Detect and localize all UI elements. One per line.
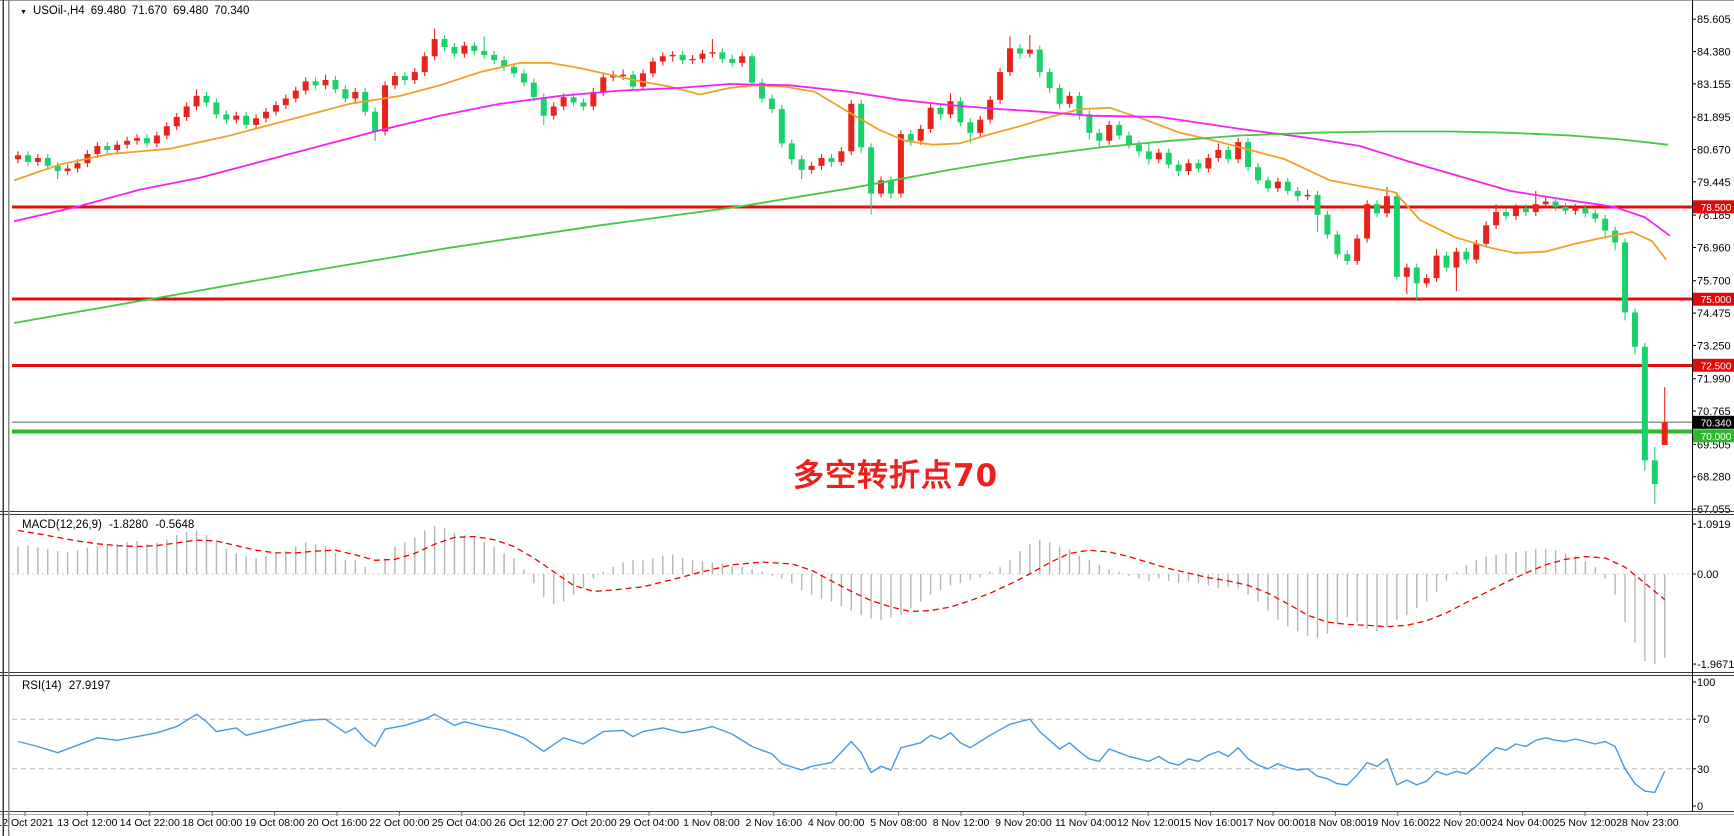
- price-tick-label: 81.895: [1697, 112, 1731, 124]
- macd-panel: 1.0919 0.00 -1.9671: [12, 519, 1734, 671]
- price-tick-label: 83.155: [1697, 79, 1731, 91]
- price-level-lines: [12, 205, 1692, 434]
- macd-main-value: -1.8280: [109, 519, 149, 531]
- price-axis: 85.60584.38083.15581.89580.67079.44578.1…: [1692, 14, 1731, 516]
- macd-name: MACD(12,26,9): [22, 519, 102, 531]
- price-tick-label: 67.055: [1697, 504, 1731, 516]
- time-axis-label: 22 Nov 20:00: [1429, 817, 1492, 829]
- ohlc-low-value: 69.480: [173, 5, 209, 17]
- ma-slow-green-line: [13, 130, 1669, 324]
- chart-annotation-text[interactable]: 多空转折点70: [793, 458, 999, 494]
- rsi-name: RSI(14): [22, 680, 62, 692]
- price-tick-label: 70.765: [1697, 406, 1731, 418]
- macd-signal-value: -0.5648: [155, 519, 195, 531]
- svg-text:72.500: 72.500: [1701, 361, 1732, 372]
- ohlc-close-value: 70.340: [214, 5, 250, 17]
- price-tick-label: 85.605: [1697, 14, 1731, 26]
- time-axis-label: 15 Nov 16:00: [1179, 817, 1242, 829]
- time-axis[interactable]: 12 Oct 2021 13 Oct 12:00 14 Oct 22:00 18 Oc…: [0, 812, 1679, 829]
- price-tick-label: 84.380: [1697, 46, 1731, 58]
- price-tick-label: 68.280: [1697, 472, 1731, 484]
- macd-tick-label: 0.00: [1697, 569, 1718, 581]
- time-axis-label: 18 Nov 08:00: [1304, 817, 1367, 829]
- price-badge-70.340: [1693, 415, 1734, 429]
- time-axis-label: 24 Nov 04:00: [1491, 817, 1554, 829]
- time-axis-label: 1 Nov 08:00: [683, 817, 740, 829]
- time-axis-label: 2 Nov 16:00: [745, 817, 802, 829]
- svg-text:78.500: 78.500: [1701, 203, 1732, 214]
- time-axis-label: 12 Oct 2021: [0, 817, 54, 829]
- price-tick-label: 75.700: [1697, 276, 1731, 288]
- time-axis-label: 26 Oct 12:00: [494, 817, 554, 829]
- rsi-value: 27.9197: [68, 680, 111, 692]
- macd-indicator-label: MACD(12,26,9) -1.8280 -0.5648: [22, 519, 198, 531]
- ma-mid-magenta-line: [13, 83, 1671, 237]
- time-axis-label: 19 Oct 08:00: [245, 817, 305, 829]
- symbol-info-bar: ▼ USOil-,H4 69.480 71.670 69.480 70.340: [20, 5, 249, 17]
- time-axis-label: 19 Nov 16:00: [1367, 817, 1430, 829]
- price-tick-label: 69.505: [1697, 439, 1731, 451]
- time-axis-label: 11 Nov 04:00: [1055, 817, 1117, 829]
- time-axis-label: 13 Oct 12:00: [57, 817, 117, 829]
- time-axis-label: 29 Oct 04:00: [619, 817, 679, 829]
- rsi-tick-label: 70: [1697, 714, 1709, 726]
- time-axis-label: 20 Oct 16:00: [307, 817, 367, 829]
- ma-fast-orange-line: [13, 62, 1667, 261]
- time-axis-label: 25 Nov 12:00: [1554, 817, 1617, 829]
- rsi-line: [17, 713, 1666, 794]
- chevron-down-icon[interactable]: ▼: [20, 8, 27, 16]
- time-axis-label: 9 Nov 20:00: [995, 817, 1052, 829]
- svg-text:70.340: 70.340: [1701, 418, 1732, 429]
- svg-text:70.000: 70.000: [1701, 432, 1732, 443]
- price-tick-label: 76.960: [1697, 242, 1731, 254]
- time-axis-label: 27 Oct 20:00: [557, 817, 617, 829]
- price-tick-label: 71.990: [1697, 374, 1731, 386]
- price-tick-label: 79.445: [1697, 177, 1731, 189]
- rsi-tick-label: 100: [1697, 677, 1715, 689]
- price-tick-label: 73.250: [1697, 340, 1731, 352]
- price-badge-75.000: [1693, 292, 1734, 306]
- rsi-indicator-label: RSI(14) 27.9197: [22, 680, 114, 692]
- rsi-tick-label: 0: [1697, 801, 1703, 813]
- rsi-tick-label: 30: [1697, 764, 1709, 776]
- time-axis-label: 18 Oct 00:00: [182, 817, 242, 829]
- time-axis-label: 25 Oct 04:00: [432, 817, 492, 829]
- price-tick-label: 74.475: [1697, 308, 1731, 320]
- ohlc-open-value: 69.480: [90, 5, 126, 17]
- macd-signal-line: [17, 529, 1666, 628]
- symbol-period-label: USOil-,H4: [32, 5, 85, 17]
- time-axis-label: 4 Nov 00:00: [808, 817, 865, 829]
- price-tick-label: 80.670: [1697, 144, 1731, 156]
- price-badges: 78.500 75.000 72.500 70.340 70.000: [1693, 200, 1734, 443]
- time-axis-label: 12 Nov 12:00: [1117, 817, 1180, 829]
- rsi-panel: 100 70 30 0: [12, 677, 1715, 813]
- price-badge-72.500: [1693, 358, 1734, 372]
- svg-text:75.000: 75.000: [1701, 295, 1732, 306]
- price-badge-78.500: [1693, 200, 1734, 214]
- macd-tick-label: 1.0919: [1697, 519, 1731, 531]
- price-badge-70.000: [1693, 429, 1734, 443]
- time-axis-label: 17 Nov 00:00: [1242, 817, 1305, 829]
- macd-tick-label: -1.9671: [1697, 659, 1734, 671]
- time-axis-label: 14 Oct 22:00: [120, 817, 180, 829]
- time-axis-label: 28 Nov 23:00: [1616, 817, 1679, 829]
- time-axis-label: 5 Nov 08:00: [870, 817, 927, 829]
- ohlc-high-value: 71.670: [131, 5, 168, 17]
- time-axis-label: 22 Oct 00:00: [369, 817, 429, 829]
- time-axis-label: 8 Nov 12:00: [933, 817, 990, 829]
